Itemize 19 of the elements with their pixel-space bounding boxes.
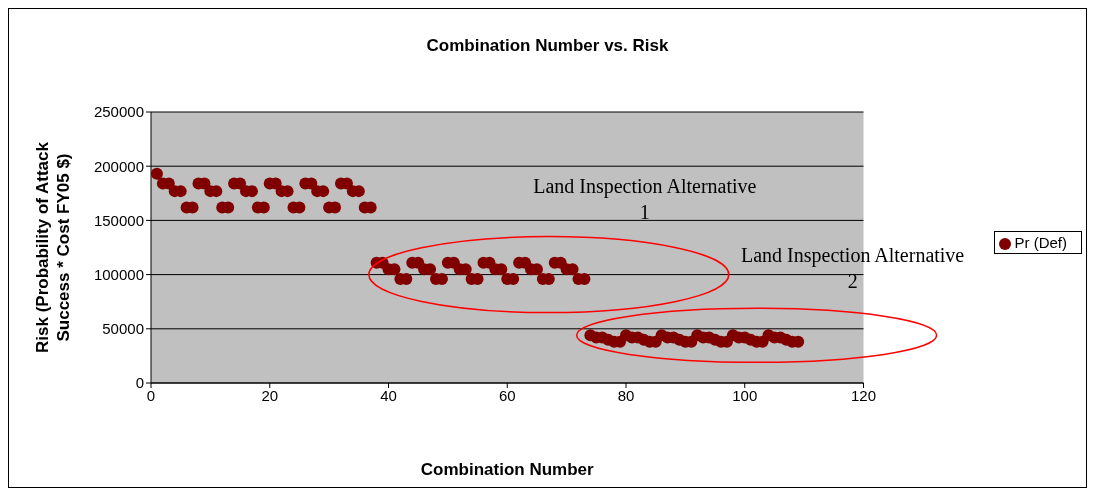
- y-tick-label: 0: [135, 374, 144, 392]
- y-tick-label: 200000: [93, 157, 144, 175]
- x-axis-title: Combination Number: [420, 460, 595, 480]
- x-tick-label: 100: [732, 386, 758, 404]
- y-tick-label: 100000: [93, 265, 144, 283]
- x-tick-label: 40: [380, 386, 397, 404]
- chart-title: Combination Number vs. Risk: [425, 36, 670, 56]
- x-tick-label: 120: [850, 386, 877, 404]
- x-tick-label: 20: [261, 386, 279, 404]
- y-tick-label: 50000: [102, 320, 144, 338]
- y-axis-title: Risk (Probability of Attack Success * Cost FY05 $): [33, 141, 73, 353]
- annotation: Land Inspection Alternative 1: [533, 174, 757, 223]
- x-tick-label: 60: [498, 386, 516, 404]
- y-tick-label: 250000: [93, 103, 144, 121]
- legend-label: Pr (Def): [1014, 234, 1067, 251]
- annotation: Land Inspection Alternative 2: [740, 244, 965, 293]
- x-tick-label: 0: [146, 386, 156, 404]
- y-tick-label: 150000: [93, 211, 144, 229]
- x-tick-label: 80: [617, 386, 635, 404]
